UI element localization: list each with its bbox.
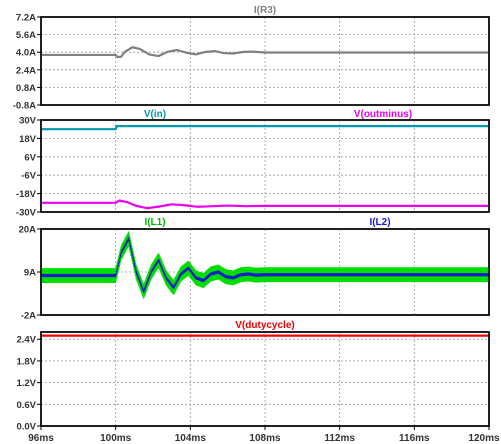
x-axis-labels: 96ms 100ms 104ms 108ms 112ms 116ms 120ms — [28, 426, 500, 444]
y-tick-label: 2.4V — [16, 335, 36, 346]
x-tick-label: 96ms — [28, 433, 54, 444]
y-tick-label: 7.2A — [16, 13, 36, 24]
plot-frame — [40, 16, 490, 106]
plot-area — [40, 331, 490, 427]
y-tick-label: 30V — [19, 116, 37, 127]
y-tick-label: -0.8A — [13, 101, 36, 112]
legend-v-in: V(in) — [144, 109, 166, 120]
series-line-v-outminus — [41, 199, 489, 210]
y-tick-label: 6V — [24, 152, 36, 163]
y-tick-label: -2A — [21, 311, 36, 322]
x-tick-label: 104ms — [175, 433, 207, 444]
x-tick-label: 116ms — [399, 433, 430, 444]
series-line-v-in — [41, 125, 489, 131]
x-tick-label: 108ms — [249, 433, 281, 444]
y-tick-label: 20A — [19, 225, 37, 236]
x-tick-label: 120ms — [468, 433, 500, 444]
pane-current-r3: 7.2A 5.6A 4.0A 2.4A 0.8A -0.8A I(R3) — [13, 5, 490, 112]
legend-i-l1: I(L1) — [144, 217, 165, 228]
pane-inductor-currents: 20A 9A -2A I(L1) I(L2) — [19, 217, 490, 322]
y-tick-label: 4.0A — [16, 48, 36, 59]
x-tick-label: 100ms — [100, 433, 132, 444]
y-tick-label: 2.4A — [16, 65, 36, 76]
legend-v-dutycycle: V(dutycycle) — [235, 320, 294, 331]
series-line-i-l2 — [40, 237, 490, 294]
y-tick-label: -30V — [16, 208, 37, 219]
legend-i-l2: I(L2) — [369, 217, 390, 228]
y-tick-label: -18V — [16, 189, 37, 200]
y-tick-label: 0.8A — [16, 83, 36, 94]
y-tick-label: 0.0V — [16, 422, 36, 433]
y-tick-label: 1.8V — [16, 356, 36, 367]
y-tick-label: 1.2V — [16, 378, 36, 389]
pane-dutycycle: 2.4V 1.8V 1.2V 0.6V 0.0V V(dutycycle) — [16, 320, 490, 433]
plot-frame — [40, 119, 490, 213]
series-line-i-r3 — [41, 46, 489, 59]
y-tick-label: 0.6V — [16, 400, 36, 411]
y-tick-label: 18V — [19, 134, 37, 145]
x-tick-label: 112ms — [324, 433, 355, 444]
legend-v-outminus: V(outminus) — [354, 109, 412, 120]
y-tick-label: 5.6A — [16, 30, 36, 41]
pane-voltages: 30V 18V 6V -6V -18V -30V V(in) V(outminus) — [16, 109, 490, 219]
legend-i-r3: I(R3) — [254, 5, 276, 16]
y-tick-label: 9A — [24, 268, 36, 279]
plot-frame — [40, 228, 490, 316]
y-tick-label: -6V — [21, 171, 36, 182]
series-line-i-l1 — [40, 231, 490, 299]
